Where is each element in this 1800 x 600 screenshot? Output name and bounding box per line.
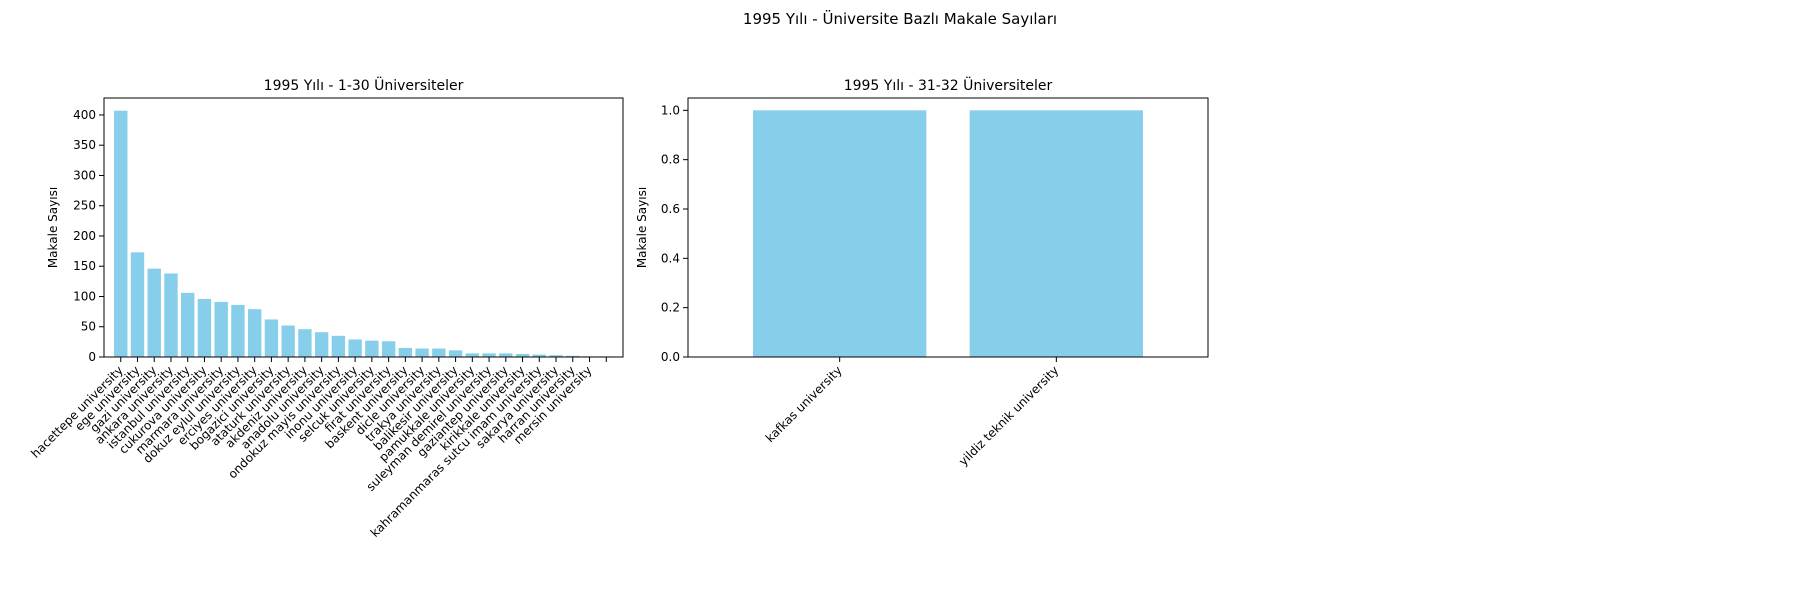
bar xyxy=(566,355,580,357)
bar xyxy=(398,347,413,357)
y-tick-label: 250 xyxy=(73,199,96,213)
y-tick-label: 50 xyxy=(81,320,96,334)
figure-title: 1995 Yılı - Üniversite Bazlı Makale Sayı… xyxy=(742,10,1058,28)
y-tick-label: 0.6 xyxy=(661,202,680,216)
bar xyxy=(549,355,563,357)
y-tick-label: 0.8 xyxy=(661,153,680,167)
bar xyxy=(482,353,496,357)
bar xyxy=(499,353,513,357)
plot-frame xyxy=(687,97,1209,358)
chart-title: 1995 Yılı - 1-30 Üniversiteler xyxy=(264,76,464,94)
bar xyxy=(281,325,295,357)
chart-title: 1995 Yılı - 31-32 Üniversiteler xyxy=(844,76,1053,94)
y-tick-label: 300 xyxy=(73,168,96,182)
bar xyxy=(147,268,161,357)
bar xyxy=(214,301,228,357)
bar xyxy=(164,273,178,357)
bar xyxy=(130,252,145,357)
bar xyxy=(753,110,927,357)
y-tick-label: 100 xyxy=(73,289,96,303)
bar xyxy=(314,332,329,357)
bar xyxy=(515,353,530,357)
y-axis-label: Makale Sayısı xyxy=(635,187,649,268)
bar xyxy=(114,110,128,357)
bar xyxy=(231,304,245,357)
x-tick-label: kafkas university xyxy=(763,363,845,445)
bar xyxy=(181,292,195,357)
bar xyxy=(432,348,446,357)
plot-frame xyxy=(103,97,624,358)
bar xyxy=(532,354,546,357)
bar xyxy=(298,329,312,357)
bar xyxy=(448,350,463,357)
bar xyxy=(365,340,379,357)
bar xyxy=(969,110,1143,357)
y-tick-label: 200 xyxy=(73,229,96,243)
bar xyxy=(465,353,480,357)
x-tick-label: yildiz teknik university xyxy=(956,363,1061,468)
bar xyxy=(197,298,212,357)
bar xyxy=(247,309,262,357)
y-axis-label: Makale Sayısı xyxy=(46,187,60,268)
y-tick-label: 0.4 xyxy=(661,251,680,265)
y-tick-label: 0.0 xyxy=(661,350,680,364)
y-tick-label: 1.0 xyxy=(661,103,680,117)
bar xyxy=(415,348,429,357)
y-tick-label: 0.2 xyxy=(661,301,680,315)
bar xyxy=(381,341,396,357)
bar xyxy=(348,339,362,357)
y-tick-label: 150 xyxy=(73,259,96,273)
y-tick-label: 400 xyxy=(73,108,96,122)
bar xyxy=(264,319,279,357)
y-tick-label: 0 xyxy=(88,350,96,364)
bar xyxy=(331,335,346,357)
y-tick-label: 350 xyxy=(73,138,96,152)
